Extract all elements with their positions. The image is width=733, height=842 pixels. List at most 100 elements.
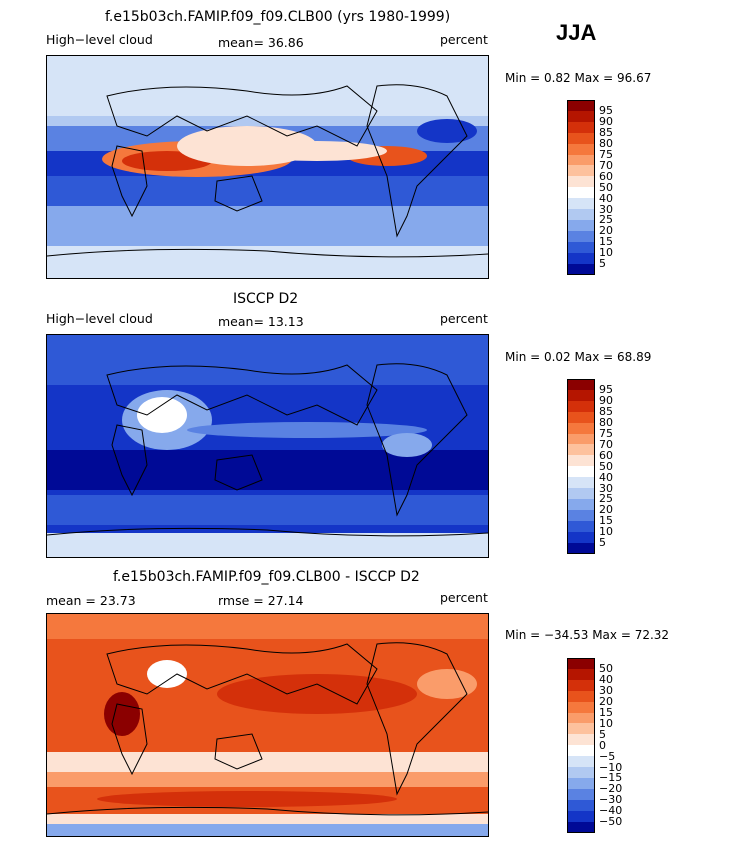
colorbar-swatch bbox=[567, 756, 595, 768]
map-3-southern-transition bbox=[47, 772, 488, 787]
colorbar-swatch bbox=[567, 466, 595, 478]
colorbar-swatch bbox=[567, 433, 595, 445]
colorbar-tick-label: 25 bbox=[599, 492, 613, 506]
panel-1-mean-label: mean= 36.86 bbox=[218, 35, 304, 50]
panel-3-rmse-label: rmse = 27.14 bbox=[218, 593, 304, 608]
map-2-itcz bbox=[187, 422, 427, 438]
colorbar-swatch bbox=[567, 701, 595, 713]
colorbar-swatch bbox=[567, 252, 595, 264]
map-3-arctic-band bbox=[47, 614, 488, 639]
colorbar-swatch bbox=[567, 477, 595, 489]
colorbar-tick-label: 20 bbox=[599, 695, 613, 709]
colorbar-swatch bbox=[567, 198, 595, 210]
colorbar-swatch bbox=[567, 498, 595, 511]
colorbar-tick-label: 50 bbox=[599, 459, 613, 473]
colorbar-swatch bbox=[567, 520, 595, 533]
colorbar-tick-label: 30 bbox=[599, 684, 613, 698]
colorbar-swatch bbox=[567, 230, 595, 243]
map-2-australia-outline bbox=[214, 454, 263, 491]
map-3-antarctic-negative bbox=[47, 824, 488, 836]
map-3-eurasia-outline bbox=[106, 643, 378, 705]
panel-2-variable-label: High−level cloud bbox=[46, 311, 153, 326]
colorbar-tick-label: 15 bbox=[599, 514, 613, 528]
map-2-antarctic-band bbox=[47, 533, 488, 557]
colorbar-tick-label: 50 bbox=[599, 662, 613, 676]
colorbar-swatch bbox=[567, 488, 595, 500]
panel-2-title: ISCCP D2 bbox=[233, 291, 299, 307]
colorbar-tick-label: 40 bbox=[599, 470, 613, 484]
colorbar-swatch bbox=[567, 679, 595, 692]
colorbar-tick-label: 10 bbox=[599, 525, 613, 539]
colorbar-swatch bbox=[567, 241, 595, 254]
colorbar-tick-label: 90 bbox=[599, 394, 613, 408]
panel-3-title: f.e15b03ch.FAMIP.f09_f09.CLB00 - ISCCP D… bbox=[113, 569, 420, 585]
colorbar-swatch bbox=[567, 455, 595, 467]
colorbar-swatch bbox=[567, 132, 595, 145]
colorbar-tick-label: −30 bbox=[599, 793, 623, 807]
colorbar-tick-label: 20 bbox=[599, 503, 613, 517]
panel-1-minmax: Min = 0.82 Max = 96.67 bbox=[505, 71, 652, 85]
colorbar-tick-label: 75 bbox=[599, 148, 613, 161]
map-3-antarctica-outline bbox=[47, 806, 488, 816]
panel-1-map bbox=[46, 55, 489, 279]
colorbar-tick-label: 15 bbox=[599, 706, 613, 719]
colorbar-tick-label: −10 bbox=[599, 760, 623, 774]
colorbar-tick-label: 5 bbox=[599, 727, 606, 741]
map-3-indian-ocean-max bbox=[104, 692, 140, 736]
panel-1-variable-label: High−level cloud bbox=[46, 32, 153, 47]
colorbar-tick-label: 40 bbox=[599, 673, 613, 687]
colorbar-tick-label: 25 bbox=[599, 213, 613, 227]
panel-3-map bbox=[46, 613, 489, 837]
colorbar-tick-label: −50 bbox=[599, 815, 623, 828]
colorbar-swatch bbox=[567, 668, 595, 681]
season-label: JJA bbox=[556, 20, 597, 45]
colorbar-swatch bbox=[567, 389, 595, 402]
colorbar-swatch bbox=[567, 788, 595, 801]
map-2-amazon bbox=[382, 433, 432, 457]
map-1-eurasia-outline bbox=[106, 85, 378, 147]
colorbar-swatch bbox=[567, 411, 595, 424]
colorbar-tick-label: 0 bbox=[599, 738, 606, 752]
colorbar-swatch bbox=[567, 777, 595, 790]
panel-3-mean-label: mean = 23.73 bbox=[46, 593, 136, 608]
panel-2-units-label: percent bbox=[440, 311, 488, 326]
colorbar-swatch bbox=[567, 767, 595, 779]
map-3-tibet-min bbox=[147, 660, 187, 688]
colorbar-swatch bbox=[567, 100, 595, 112]
colorbar-swatch bbox=[567, 176, 595, 188]
colorbar-swatch bbox=[567, 799, 595, 812]
map-2-eurasia-outline bbox=[106, 364, 378, 426]
colorbar-tick-label: 80 bbox=[599, 416, 613, 430]
colorbar-swatch bbox=[567, 219, 595, 232]
panel-1-units-label: percent bbox=[440, 32, 488, 47]
colorbar-tick-label: 95 bbox=[599, 383, 613, 397]
colorbar-tick-label: −5 bbox=[599, 749, 616, 763]
map-2-americas-outline bbox=[366, 363, 468, 517]
colorbar-tick-label: 85 bbox=[599, 405, 613, 419]
colorbar-swatch bbox=[567, 509, 595, 522]
colorbar-tick-label: −15 bbox=[599, 771, 623, 785]
colorbar-tick-label: 5 bbox=[599, 536, 606, 549]
panel-2-map-svg bbox=[47, 335, 488, 557]
map-1-americas-outline bbox=[366, 84, 468, 238]
map-2-antarctica-outline bbox=[47, 527, 488, 537]
map-3-tropical-pacific bbox=[217, 674, 417, 714]
map-2-northern-band bbox=[47, 335, 488, 385]
colorbar-tick-label: 60 bbox=[599, 169, 613, 183]
colorbar-swatch bbox=[567, 690, 595, 703]
colorbar-swatch bbox=[567, 209, 595, 221]
colorbar-swatch bbox=[567, 531, 595, 543]
map-3-subtropical-band bbox=[47, 752, 488, 772]
colorbar-swatch bbox=[567, 745, 595, 757]
colorbar-swatch bbox=[567, 658, 595, 670]
colorbar-tick-label: 70 bbox=[599, 437, 613, 451]
colorbar-tick-label: 85 bbox=[599, 126, 613, 140]
panel-2-map bbox=[46, 334, 489, 558]
map-1-antarctica-outline bbox=[47, 248, 488, 258]
colorbar-swatch bbox=[567, 121, 595, 134]
panel-2-mean-label: mean= 13.13 bbox=[218, 314, 304, 329]
colorbar-swatch bbox=[567, 379, 595, 391]
colorbar-tick-label: −40 bbox=[599, 804, 623, 818]
panel-1-map-svg bbox=[47, 56, 488, 278]
colorbar-tick-label: 40 bbox=[599, 191, 613, 205]
